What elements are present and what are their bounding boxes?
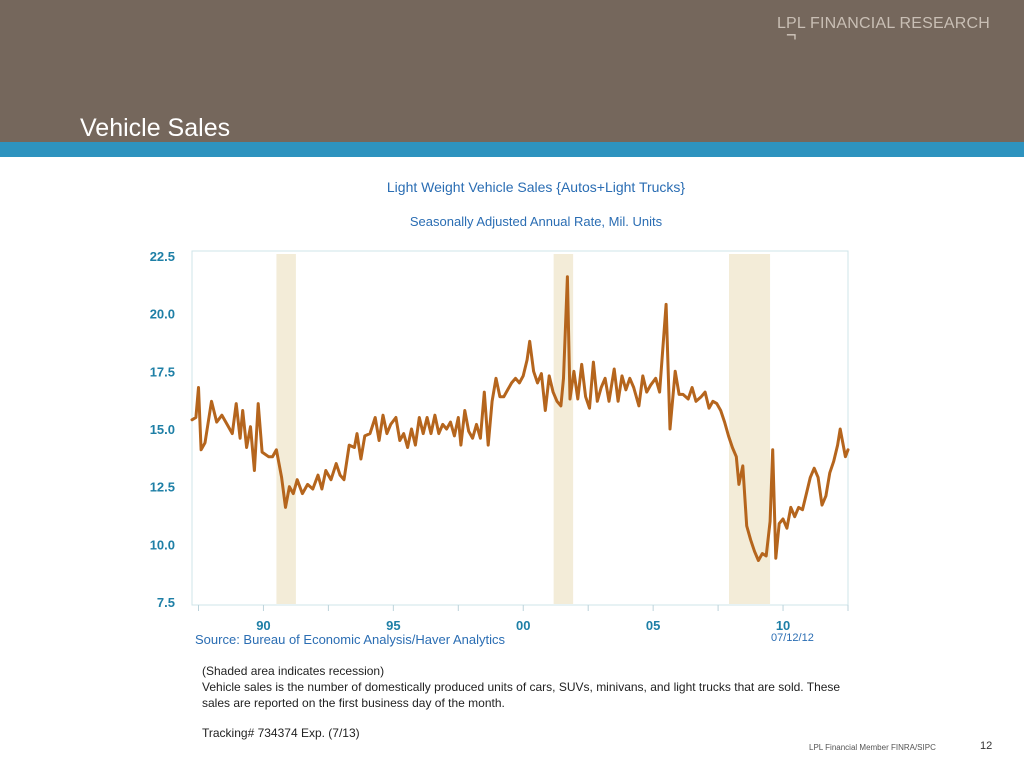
recession-shading — [276, 254, 771, 604]
x-tick-label: 10 — [776, 618, 790, 633]
tracking-number: Tracking# 734374 Exp. (7/13) — [202, 726, 360, 740]
y-tick-label: 15.0 — [150, 422, 175, 437]
y-tick-label: 17.5 — [150, 364, 175, 379]
header-band — [0, 0, 1024, 142]
y-tick-label: 22.5 — [150, 249, 175, 264]
brand-name: LPL FINANCIAL RESEARCH — [776, 15, 990, 32]
series-layer — [190, 275, 850, 562]
chart-title: Light Weight Vehicle Sales {Autos+Light … — [386, 179, 686, 195]
chart-subtitle: Seasonally Adjusted Annual Rate, Mil. Un… — [409, 214, 663, 229]
x-axis-labels: 90 95 00 05 10 — [256, 618, 790, 633]
recession-band-2 — [553, 254, 574, 604]
brand-corner-icon: ¬ — [786, 25, 797, 45]
x-tick-label: 00 — [516, 618, 530, 633]
notes-block: (Shaded area indicates recession) Vehicl… — [202, 663, 842, 711]
definition-note: Vehicle sales is the number of domestica… — [202, 680, 841, 710]
recession-band-1 — [276, 254, 296, 604]
recession-band-3 — [729, 254, 771, 604]
date-stamp: 07/12/12 — [771, 632, 814, 644]
x-axis-ticks — [197, 605, 849, 611]
y-axis-labels: 22.5 20.0 17.5 15.0 12.5 10.0 7.5 — [150, 249, 175, 610]
y-tick-label: 20.0 — [150, 307, 175, 322]
page-number: 12 — [980, 740, 993, 752]
x-tick-label: 95 — [386, 618, 400, 633]
member-disclosure: LPL Financial Member FINRA/SIPC — [809, 743, 936, 752]
x-tick-label: 90 — [256, 618, 270, 633]
y-tick-label: 7.5 — [157, 595, 175, 610]
recession-note: (Shaded area indicates recession) — [202, 664, 385, 678]
y-tick-label: 10.0 — [150, 537, 175, 552]
x-tick-label: 05 — [646, 618, 660, 633]
series-line-1 — [190, 275, 850, 562]
y-tick-label: 12.5 — [150, 480, 175, 495]
page-title: Vehicle Sales — [80, 114, 231, 142]
header-stripe — [0, 142, 1024, 157]
plot-area — [191, 250, 849, 606]
source-note: Source: Bureau of Economic Analysis/Have… — [195, 632, 505, 647]
